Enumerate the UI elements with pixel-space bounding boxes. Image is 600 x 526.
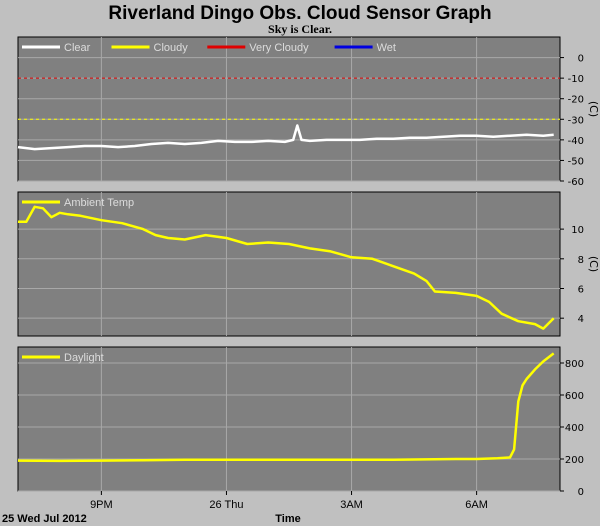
y-tick-label: -20 — [568, 95, 584, 106]
y-tick-label: 400 — [565, 423, 584, 434]
y-tick-label: 800 — [565, 359, 584, 370]
x-tick-label: 9PM — [90, 499, 113, 511]
sky-status-subtitle: Sky is Clear. — [268, 22, 332, 36]
chart-title: Riverland Dingo Obs. Cloud Sensor Graph — [108, 3, 491, 24]
x-tick-label: 26 Thu — [209, 499, 243, 511]
legend-entry: Ambient Temp — [64, 197, 134, 209]
y-tick-label: -40 — [568, 136, 584, 147]
time-axis-label: Time — [275, 513, 300, 525]
plot-area — [17, 191, 561, 337]
legend-entry: Clear — [64, 42, 91, 54]
legend-entry: Daylight — [64, 352, 104, 364]
series-line-ambient-temp — [18, 205, 555, 330]
chart-panels: 0 -10 -20 -30 -40 -50 -60 (C) Clear Cloudy Very Cl… — [17, 36, 600, 498]
legend-entry: Cloudy — [154, 42, 189, 54]
x-tick-label: 6AM — [465, 499, 488, 511]
y-tick-label: 4 — [578, 314, 584, 325]
y-tick-label: 0 — [578, 54, 584, 65]
legend-entry: Very Cloudy — [249, 42, 309, 54]
y-tick-label: 0 — [578, 487, 584, 498]
plot-area — [17, 346, 561, 492]
x-tick-label: 3AM — [340, 499, 363, 511]
y-unit-label: (C) — [587, 101, 600, 117]
time-axis: 9PM 26 Thu 3AM 6AM — [90, 491, 488, 511]
y-unit-label: (C) — [587, 256, 600, 272]
y-tick-label: -50 — [568, 156, 584, 167]
y-tick-label: 600 — [565, 391, 584, 402]
panel-3: 800 600 400 200 0 Daylight — [17, 346, 584, 498]
series-line-daylight — [17, 352, 555, 463]
panel-2: 10 8 6 4 (C) Ambient Temp — [17, 191, 600, 337]
y-tick-label: -30 — [568, 115, 584, 126]
y-tick-label: -60 — [568, 177, 584, 188]
y-tick-label: 10 — [571, 225, 584, 236]
legend-entry: Wet — [377, 42, 396, 54]
y-tick-label: 8 — [578, 255, 584, 266]
plot-area — [17, 36, 561, 182]
date-label: 25 Wed Jul 2012 — [2, 513, 87, 525]
y-tick-label: -10 — [568, 74, 584, 85]
y-tick-label: 200 — [565, 455, 584, 466]
y-tick-label: 6 — [578, 284, 584, 295]
panel-1: 0 -10 -20 -30 -40 -50 -60 (C) Clear Cloudy Very Cl… — [17, 36, 600, 188]
series-line-clear — [17, 124, 554, 151]
